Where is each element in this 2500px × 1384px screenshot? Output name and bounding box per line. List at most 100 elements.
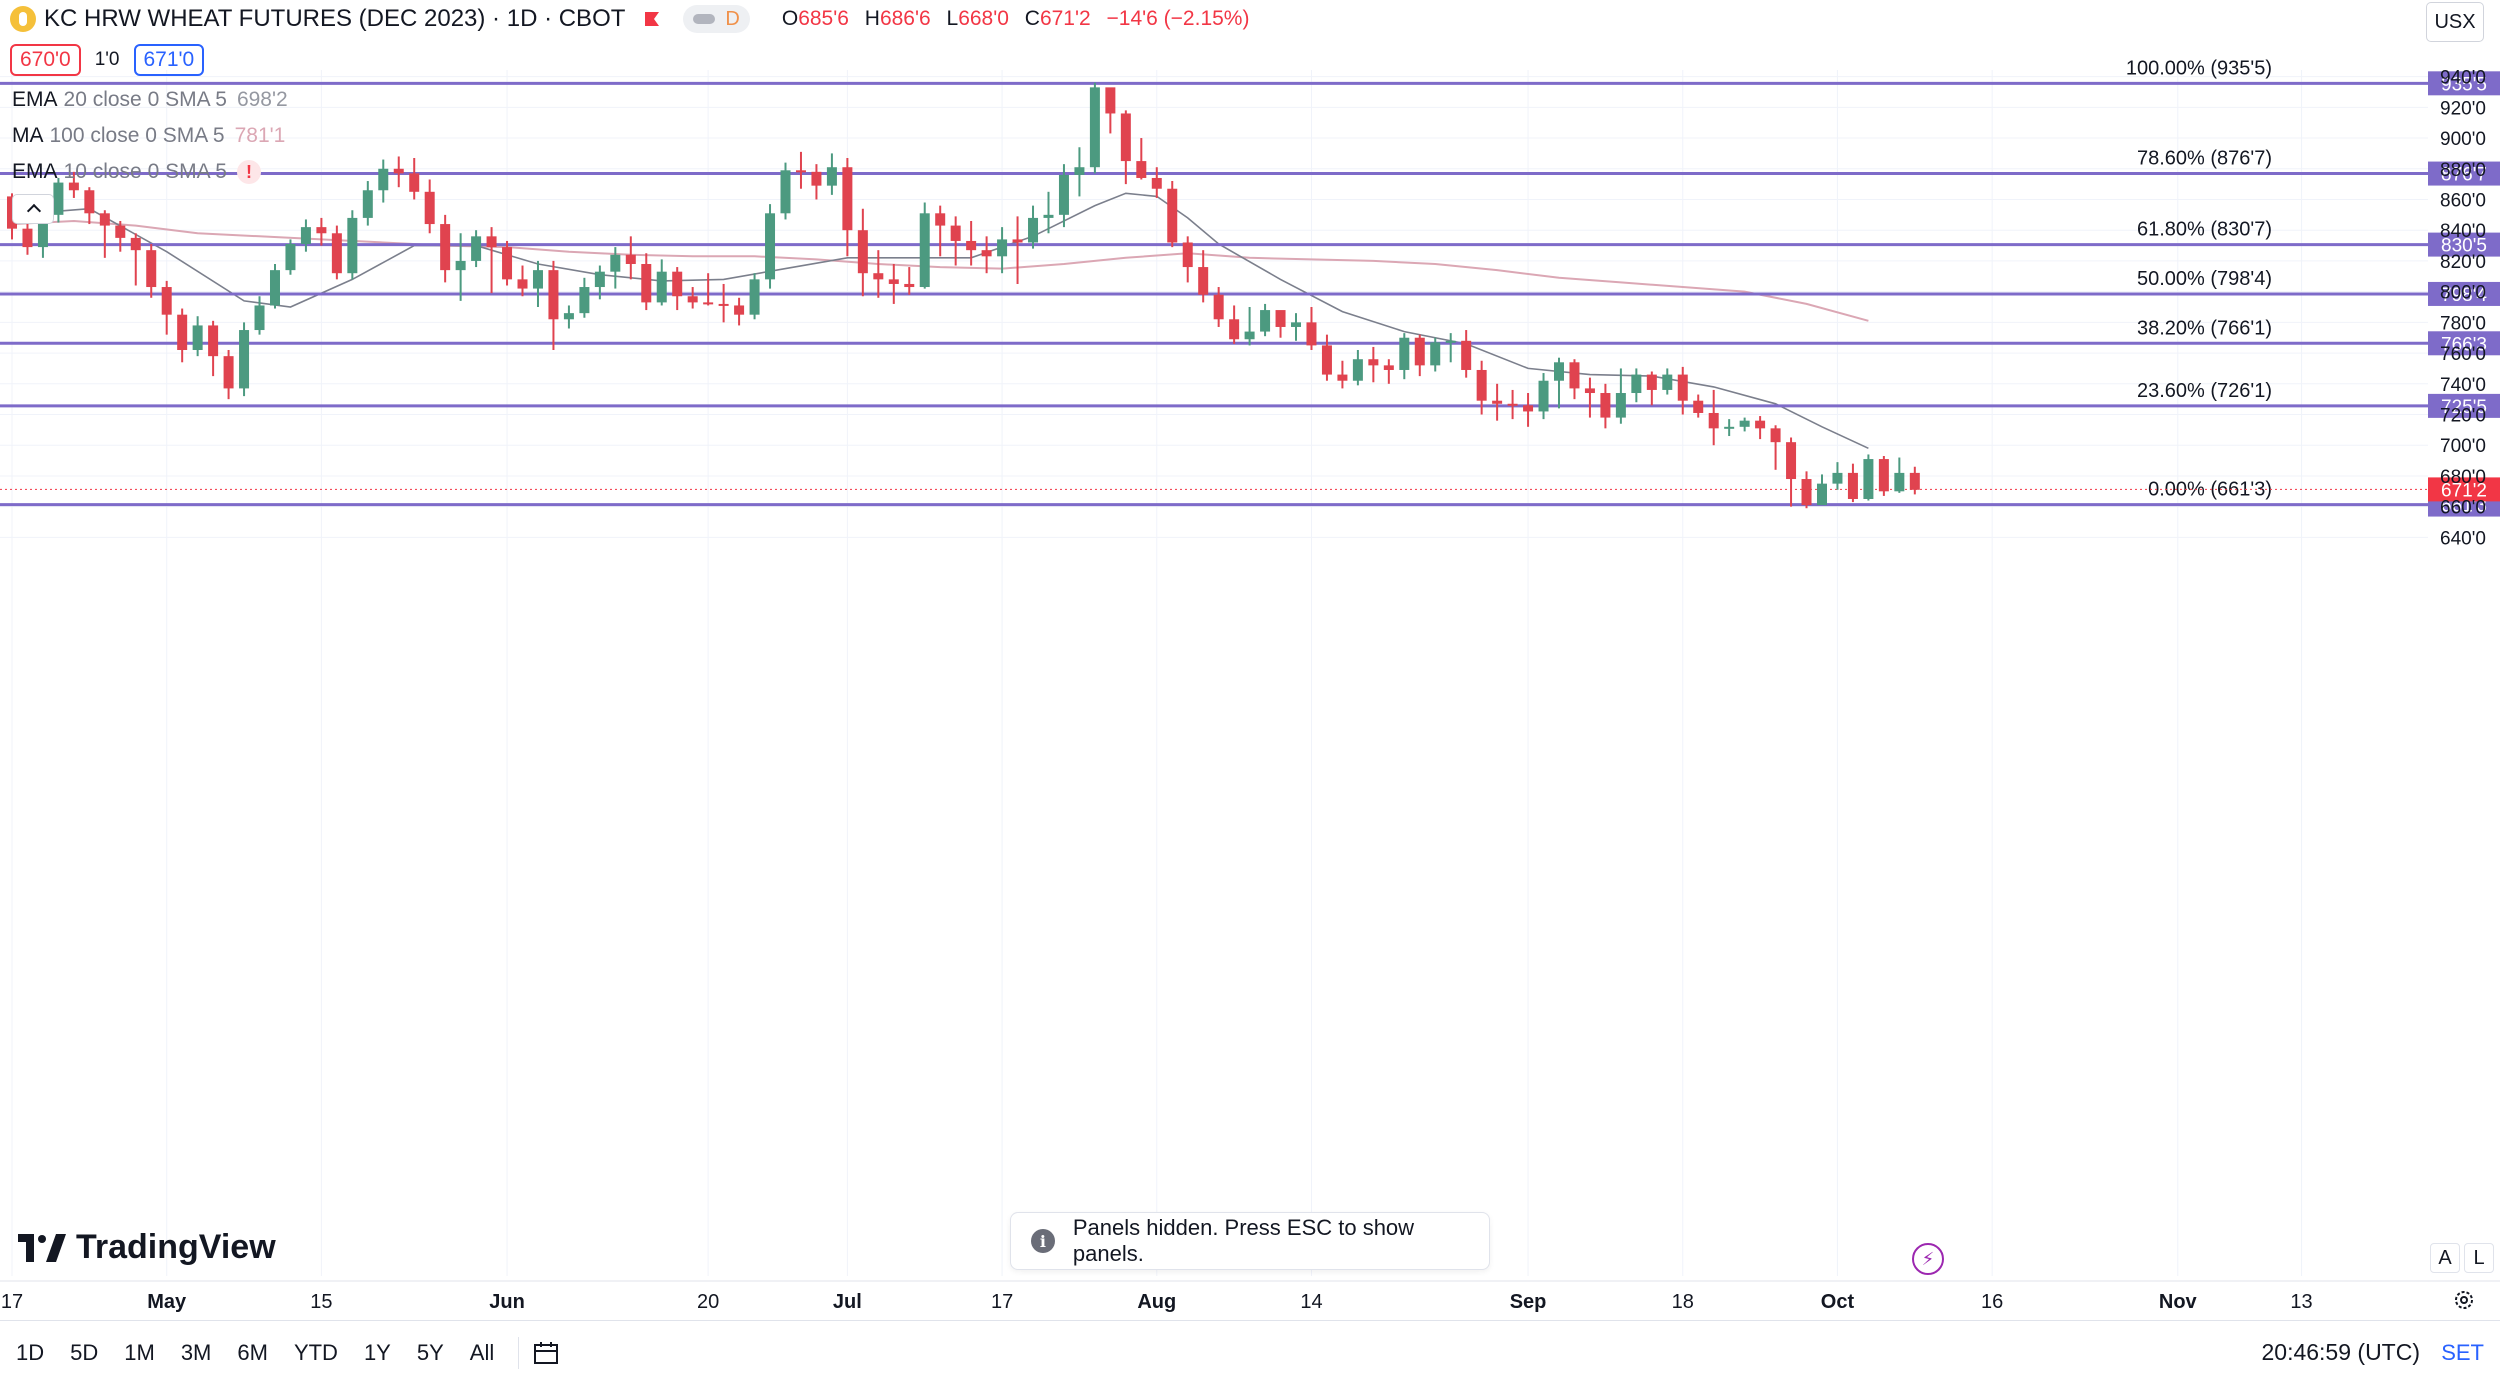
candle-body [254,305,265,331]
bid-button[interactable]: 670'0 [10,44,81,76]
candle-body [300,227,311,245]
candle-body [1677,374,1688,401]
ask-button[interactable]: 671'0 [133,44,205,76]
timeframe-ytd[interactable]: YTD [293,1339,338,1365]
candle-body [1523,405,1534,412]
candle-body [1476,369,1487,401]
candle-body [68,182,79,191]
candle-body [548,270,559,320]
candle-body [146,250,157,288]
close-value: 671'2 [1039,7,1091,30]
timeframe-1m[interactable]: 1M [124,1339,155,1365]
visibility-toggle[interactable]: D [683,5,750,33]
candle-body [1430,342,1441,366]
timeframe-1d[interactable]: 1D [16,1339,45,1365]
ohlc-values: O685'6 H686'6 L668'0 C671'2 −14'6 (−2.15… [782,7,1250,31]
price-tick-label: 680'0 [2440,467,2486,488]
price-tick-label: 780'0 [2440,313,2486,334]
symbol-legend[interactable]: KC HRW WHEAT FUTURES (DEC 2023) · 1D · C… [10,4,1249,34]
candle-body [1198,267,1209,295]
candle-body [1321,345,1332,375]
currency-button[interactable]: USX [2426,2,2484,42]
candle-body [115,225,126,238]
lightning-icon[interactable]: ⚡ [1912,1243,1944,1275]
candle-body [239,330,250,389]
candle-body [1229,319,1240,340]
time-tick-label: 15 [310,1291,332,1313]
candle-body [1368,359,1379,366]
tradingview-logo: TradingView [18,1228,276,1267]
gear-icon[interactable] [2452,1288,2476,1312]
time-axis: 17 May 15 Jun 20 Jul 17 Aug 14 Sep 18 Oct 16 Nov 13 [0,1280,2500,1313]
warning-icon[interactable]: ! [236,160,261,184]
close-key: C [1024,7,1040,30]
time-tick-label: May [147,1291,187,1313]
candle-body [1182,242,1193,268]
candle-body [1383,365,1394,370]
candle-body [378,168,389,191]
timeframe-6m[interactable]: 6M [237,1339,268,1365]
indicator-name: EMA [12,88,58,111]
timeframe-5y[interactable]: 5Y [416,1339,444,1365]
timeframe-1y[interactable]: 1Y [363,1339,391,1365]
candle-body [440,224,451,271]
time-tick-label: 18 [1672,1291,1694,1313]
fib-axis-badge-label: 935'5 [2441,74,2487,95]
indicator-ema10[interactable]: EMA 10 close 0 SMA 5! [12,160,261,184]
fib-axis-badge [2428,281,2500,306]
toast-text: Panels hidden. Press ESC to show panels. [1072,1215,1415,1266]
candle-body [703,302,714,305]
time-tick-label: Jul [833,1291,862,1313]
eye-icon [693,14,716,24]
candle-body [1600,393,1611,418]
flag-icon[interactable] [643,10,661,28]
indicator-params: 10 close 0 SMA 5 [63,160,227,183]
timeframe-3m[interactable]: 3M [180,1339,212,1365]
time-tick-label: Aug [1137,1291,1176,1313]
high-key: H [864,7,880,30]
fib-axis-badge [2428,232,2500,257]
candle-body [455,260,466,271]
candle-body [192,325,203,351]
candle-body [99,213,110,226]
candle-body [1352,359,1363,381]
spread-value: 1'0 [94,49,120,70]
indicator-ema20[interactable]: EMA 20 close 0 SMA 5 698'2 [12,88,288,112]
indicator-ma100[interactable]: MA 100 close 0 SMA 5 781'1 [12,124,285,148]
log-scale-button[interactable]: L [2464,1243,2494,1273]
fib-axis-badge-label: 798'4 [2441,285,2487,306]
candle-body [502,247,513,280]
timeframe-all[interactable]: All [469,1339,495,1365]
candle-body [888,279,899,284]
time-tick-label: 20 [697,1291,719,1313]
price-tick-label: 880'0 [2440,160,2486,181]
candle-body [347,217,358,274]
candle-body [734,305,745,315]
collapse-legend-button[interactable] [12,194,54,224]
candle-body [594,271,605,288]
candle-body [1167,188,1178,243]
symbol-title[interactable]: KC HRW WHEAT FUTURES (DEC 2023) · 1D · C… [44,5,626,32]
candle-body [1120,113,1131,162]
candle-body [1089,87,1100,168]
interval-badge: D [725,7,740,30]
price-tick-label: 900'0 [2440,129,2486,150]
settings-button[interactable]: SET [2441,1339,2484,1365]
candle-body [1136,161,1147,178]
indicator-name: MA [12,124,44,147]
candle-body [656,271,667,303]
candle-body [269,270,280,306]
candle-body [1724,426,1735,429]
fib-level-label: 23.60% (726'1) [2137,380,2272,402]
candle-body [1244,331,1255,340]
panels-hidden-toast[interactable]: i Panels hidden. Press ESC to show panel… [1010,1212,1490,1270]
indicator-params: 100 close 0 SMA 5 [49,124,225,147]
fib-level-label: 100.00% (935'5) [2126,57,2272,79]
calendar-icon[interactable] [533,1341,561,1365]
candle-body [765,213,776,280]
last-price-label: 671'2 [2441,480,2487,501]
auto-scale-button[interactable]: A [2430,1243,2460,1273]
utc-clock[interactable]: 20:46:59 (UTC) [2261,1339,2420,1365]
timeframe-5d[interactable]: 5D [70,1339,99,1365]
